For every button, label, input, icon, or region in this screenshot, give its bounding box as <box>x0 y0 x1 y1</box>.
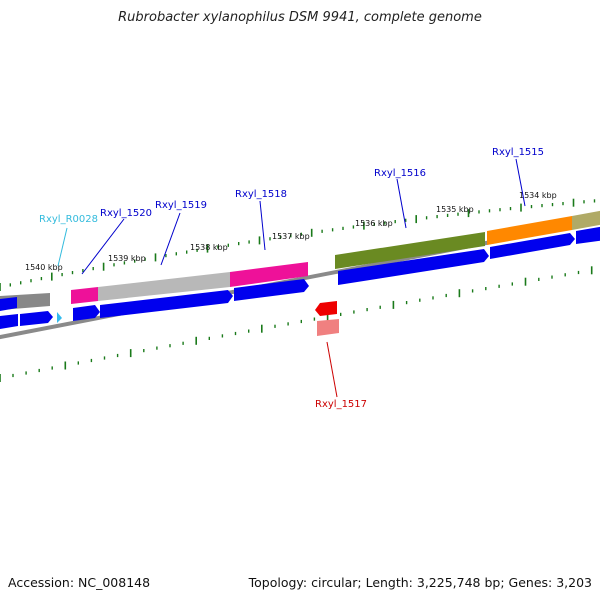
leader-line <box>57 227 68 267</box>
gene-labels: Rxyl_R0028 Rxyl_1520 Rxyl_1519 Rxyl_1518… <box>39 147 544 410</box>
cds-arrow[interactable] <box>20 311 53 326</box>
feature-block-olive-right <box>572 210 600 230</box>
scale-label: 1540 kbp <box>25 263 63 272</box>
cds-arrow[interactable] <box>490 233 575 259</box>
scale-label: 1539 kbp <box>108 254 146 263</box>
gene-label-rxyl-1520[interactable]: Rxyl_1520 <box>100 208 152 219</box>
leader-line <box>81 218 125 275</box>
scale-label: 1537 kbp <box>272 232 310 241</box>
scale-labels: 1540 kbp 1539 kbp 1538 kbp 1537 kbp 1536… <box>25 191 557 272</box>
feature-block-rxyl-1516[interactable] <box>335 232 485 269</box>
leader-line <box>326 341 338 398</box>
cds-arrow[interactable] <box>0 314 18 329</box>
scale-label: 1535 kbp <box>436 205 474 214</box>
cds-track <box>0 226 600 329</box>
leader-line <box>396 178 407 229</box>
rrna-arrow[interactable] <box>57 312 62 323</box>
genome-summary-text: Topology: circular; Length: 3,225,748 bp… <box>248 575 592 590</box>
cds-arrow[interactable] <box>100 290 233 318</box>
accession-text: Accession: NC_008148 <box>8 575 151 590</box>
cds-arrow[interactable] <box>0 297 17 311</box>
leader-line <box>515 158 526 207</box>
feature-block-rxyl-1515[interactable] <box>487 216 572 245</box>
map-title: Rubrobacter xylanophilus DSM 9941, compl… <box>118 10 482 25</box>
outer-scale-ticks <box>0 198 596 291</box>
cds-arrow[interactable] <box>338 249 489 285</box>
gene-label-rxyl-1517[interactable]: Rxyl_1517 <box>315 399 367 410</box>
inner-scale-ticks <box>0 266 593 382</box>
feature-block-rxyl-1517[interactable] <box>317 319 339 336</box>
scale-label: 1536 kbp <box>355 219 393 228</box>
gene-label-rxyl-1516[interactable]: Rxyl_1516 <box>374 168 426 179</box>
scale-label: 1534 kbp <box>519 191 557 200</box>
gene-label-rxyl-1518[interactable]: Rxyl_1518 <box>235 189 287 200</box>
gene-label-rxyl-1519[interactable]: Rxyl_1519 <box>155 200 207 211</box>
feature-block-rxyl-1519[interactable] <box>98 272 230 301</box>
cds-arrow[interactable] <box>73 305 100 321</box>
feature-block-rxyl-1518[interactable] <box>230 262 308 287</box>
gene-label-rxyl-1515[interactable]: Rxyl_1515 <box>492 147 544 158</box>
scale-label: 1538 kbp <box>190 243 228 252</box>
cds-arrow[interactable] <box>576 226 600 244</box>
feature-track <box>0 210 600 310</box>
leader-line <box>259 200 266 251</box>
reverse-track <box>315 301 339 336</box>
gene-label-rxyl-r0028[interactable]: Rxyl_R0028 <box>39 214 98 225</box>
leader-line <box>160 212 181 266</box>
cds-arrow-rxyl-1517[interactable] <box>315 301 337 316</box>
cds-arrow[interactable] <box>234 279 309 301</box>
feature-block-rxyl-1520[interactable] <box>71 287 98 304</box>
